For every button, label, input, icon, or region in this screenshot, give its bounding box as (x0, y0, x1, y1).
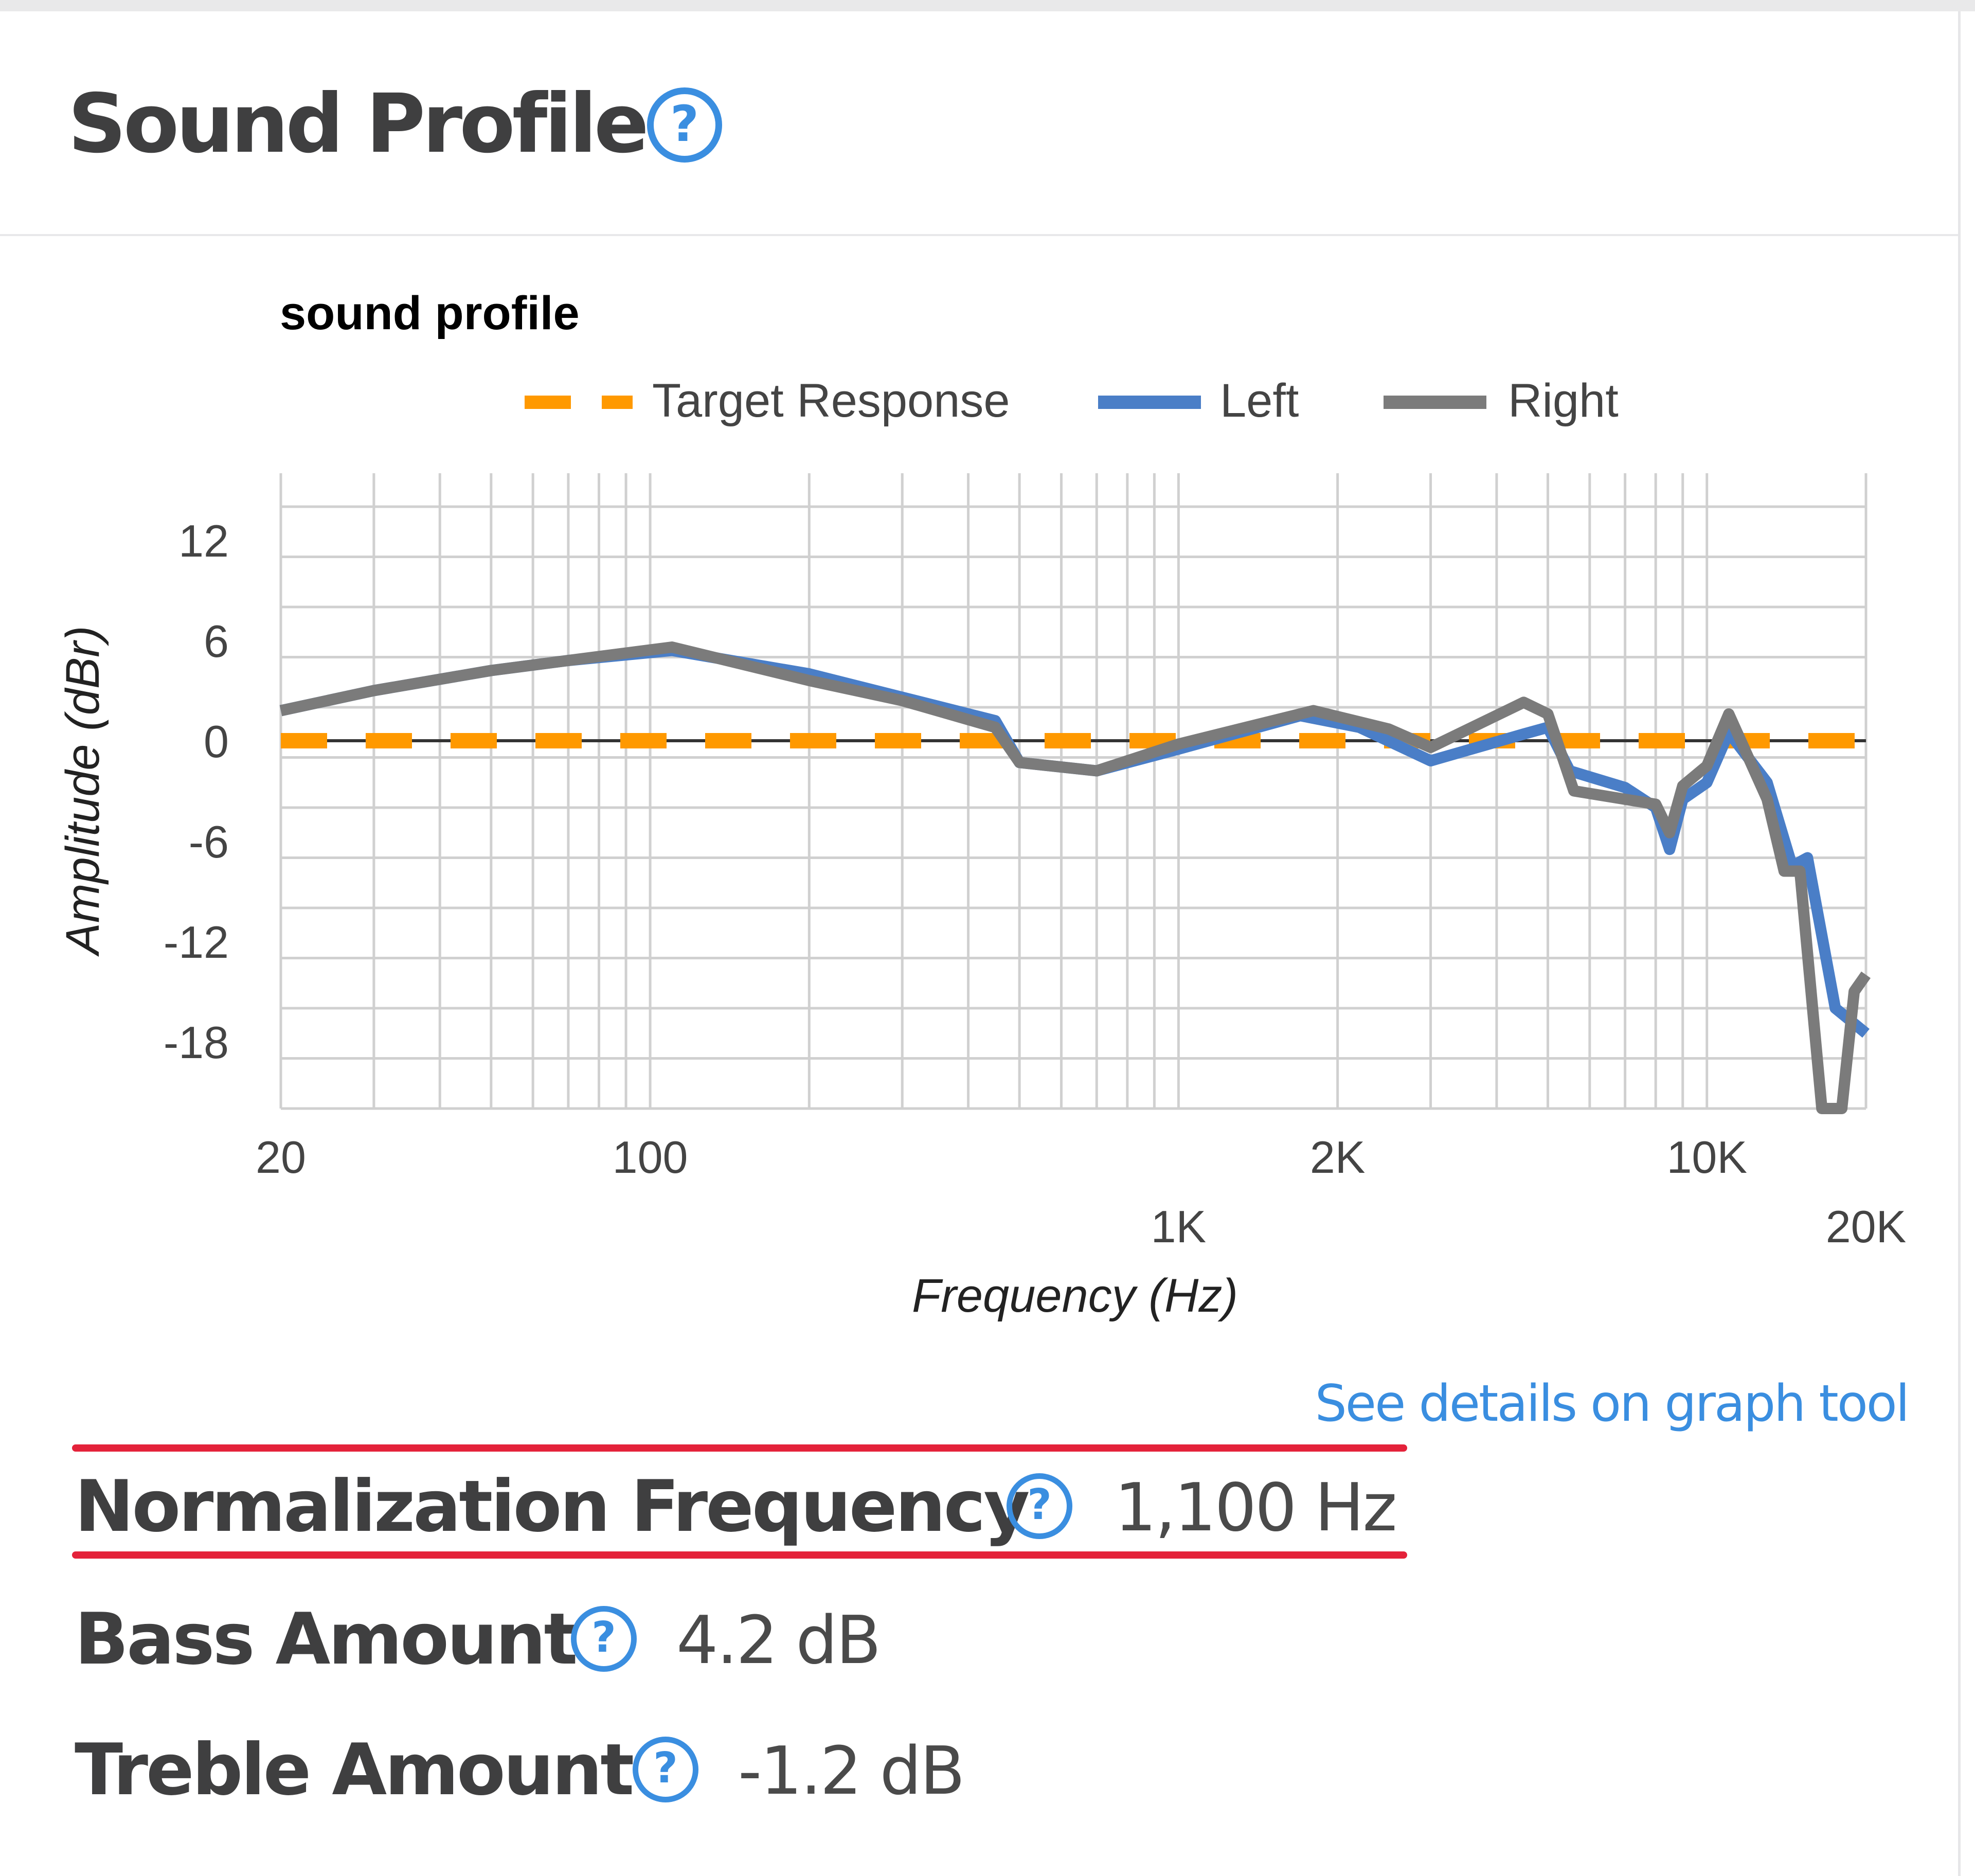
legend-item-left: Left (1098, 374, 1299, 427)
x-tick-label: 20K (1826, 1201, 1907, 1252)
stat-value: -1.2 dB (738, 1733, 965, 1810)
y-axis-ticks: 12 6 0 -6 -12 -18 (164, 515, 229, 1068)
legend-label-left: Left (1220, 374, 1299, 427)
y-tick-label: 12 (178, 515, 229, 566)
legend-item-right: Right (1384, 374, 1619, 427)
y-tick-label: -6 (189, 816, 229, 867)
question-circle-icon[interactable]: ? (571, 1606, 637, 1672)
graph-tool-link[interactable]: See details on graph tool (1315, 1374, 1910, 1433)
legend-item-target: Target Response (525, 374, 1010, 427)
stat-value: 4.2 dB (676, 1602, 881, 1679)
x-tick-label: 20 (256, 1132, 306, 1183)
card-header: Sound Profile ? (0, 11, 1958, 236)
stat-value: 1,100 Hz (1115, 1470, 1397, 1546)
chart-grid (279, 473, 1868, 1110)
x-tick-label: 100 (613, 1132, 688, 1183)
y-tick-label: -12 (164, 917, 229, 968)
question-circle-icon[interactable]: ? (633, 1737, 698, 1802)
highlight-top-line (72, 1444, 1407, 1452)
sound-profile-chart: sound profile Target Response Left Right… (57, 287, 1906, 1322)
x-axis-label: Frequency (Hz) (912, 1270, 1238, 1322)
chart-legend: Target Response Left Right (525, 374, 1619, 427)
sound-profile-card: Sound Profile ? (0, 11, 1961, 1876)
legend-label-target: Target Response (652, 374, 1010, 427)
x-tick-label: 2K (1310, 1132, 1366, 1183)
question-circle-icon[interactable]: ? (1007, 1473, 1072, 1539)
y-tick-label: 0 (204, 716, 229, 767)
y-tick-label: 6 (204, 616, 229, 667)
stat-label: Normalization Frequency (75, 1465, 1030, 1548)
x-tick-label: 1K (1151, 1201, 1207, 1252)
highlight-bottom-line (72, 1551, 1407, 1559)
stat-row-bass-amount: Bass Amount ? 4.2 dB (75, 1604, 1000, 1686)
window-top-strip (0, 0, 1975, 11)
stat-row-treble-amount: Treble Amount ? -1.2 dB (75, 1735, 1052, 1817)
chart-series (279, 641, 1871, 1114)
stat-row-normalization-frequency: Normalization Frequency ? 1,100 Hz (75, 1471, 1412, 1553)
x-axis-ticks: 20 100 1K 2K 10K 20K (256, 1132, 1906, 1252)
chart-title: sound profile (280, 287, 580, 340)
x-tick-label: 10K (1666, 1132, 1747, 1183)
legend-label-right: Right (1508, 374, 1619, 427)
page-title: Sound Profile (68, 77, 649, 171)
series-line-right (279, 641, 1871, 1114)
stat-label: Treble Amount (75, 1728, 634, 1811)
y-tick-label: -18 (164, 1017, 229, 1068)
stat-label: Bass Amount (75, 1598, 578, 1681)
y-axis-label: Amplitude (dBr) (57, 626, 109, 957)
